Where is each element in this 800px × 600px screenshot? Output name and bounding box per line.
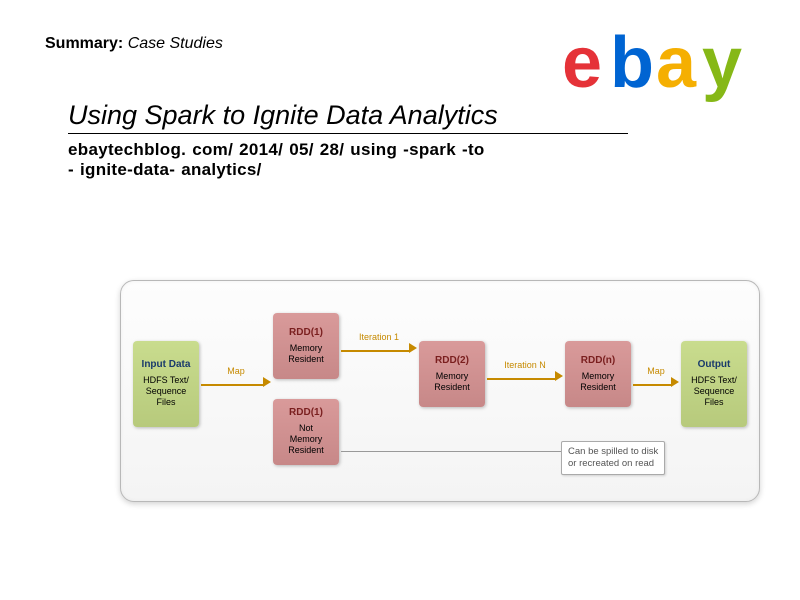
svg-text:a: a <box>656 25 697 103</box>
stage-rdd1b: RDD(1) NotMemoryResident <box>273 399 339 465</box>
callout-note: Can be spilled to diskor recreated on re… <box>561 441 665 475</box>
stage-subtitle: MemoryResident <box>421 371 483 394</box>
arrow: Map <box>633 368 679 386</box>
arrow: Iteration N <box>487 362 563 380</box>
stage-title: RDD(1) <box>275 407 337 420</box>
stage-subtitle: HDFS Text/SequenceFiles <box>683 375 745 409</box>
page-title: Using Spark to Ignite Data Analytics <box>68 100 628 134</box>
stage-title: Output <box>683 359 745 372</box>
svg-text:e: e <box>562 25 602 103</box>
stage-input: Input Data HDFS Text/SequenceFiles <box>133 341 199 427</box>
title-block: Using Spark to Ignite Data Analytics eba… <box>68 100 628 180</box>
stage-subtitle: MemoryResident <box>567 371 629 394</box>
source-url: ebaytechblog. com/ 2014/ 05/ 28/ using -… <box>68 140 628 180</box>
stage-title: RDD(2) <box>421 355 483 368</box>
stage-rddn: RDD(n) MemoryResident <box>565 341 631 407</box>
svg-text:y: y <box>702 25 742 103</box>
arrow: Iteration 1 <box>341 334 417 352</box>
summary-sub: Case Studies <box>123 35 223 52</box>
arrow: Map <box>201 368 271 386</box>
stage-subtitle: NotMemoryResident <box>275 423 337 457</box>
summary-label: Summary: <box>45 35 123 52</box>
ebay-logo: ebay <box>560 25 760 110</box>
stage-title: Input Data <box>135 359 197 372</box>
slide-header: Summary: Case Studies <box>45 35 495 53</box>
stage-subtitle: MemoryResident <box>275 343 337 366</box>
stage-rdd1a: RDD(1) MemoryResident <box>273 313 339 379</box>
callout-connector <box>341 451 561 452</box>
stage-title: RDD(1) <box>275 327 337 340</box>
stage-output: Output HDFS Text/SequenceFiles <box>681 341 747 427</box>
stage-title: RDD(n) <box>567 355 629 368</box>
svg-text:b: b <box>610 25 654 103</box>
spark-pipeline-diagram: Input Data HDFS Text/SequenceFiles RDD(1) M… <box>120 280 760 502</box>
stage-rdd2: RDD(2) MemoryResident <box>419 341 485 407</box>
stage-subtitle: HDFS Text/SequenceFiles <box>135 375 197 409</box>
